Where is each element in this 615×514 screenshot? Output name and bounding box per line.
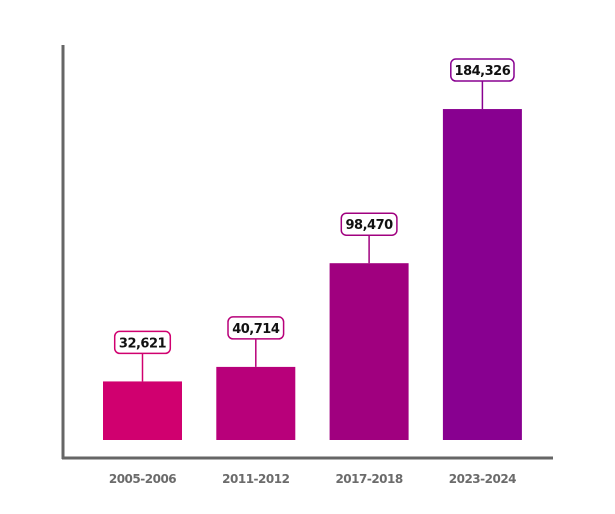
bar <box>216 366 296 440</box>
x-tick-label: 2023-2024 <box>449 472 516 486</box>
value-label-box <box>450 58 515 82</box>
value-label: 184,326 <box>455 64 511 79</box>
value-label-box <box>340 212 398 236</box>
value-label: 40,714 <box>232 322 280 337</box>
value-label: 98,470 <box>346 218 394 233</box>
value-label-box <box>227 316 285 340</box>
x-tick-label: 2005-2006 <box>109 472 176 486</box>
x-tick-label: 2017-2018 <box>335 472 402 486</box>
x-tick-label: 2011-2012 <box>222 472 289 486</box>
bar <box>103 381 182 440</box>
bar <box>329 263 409 440</box>
value-label-box <box>113 330 172 355</box>
bar <box>442 109 522 440</box>
value-label: 32,621 <box>119 336 167 351</box>
